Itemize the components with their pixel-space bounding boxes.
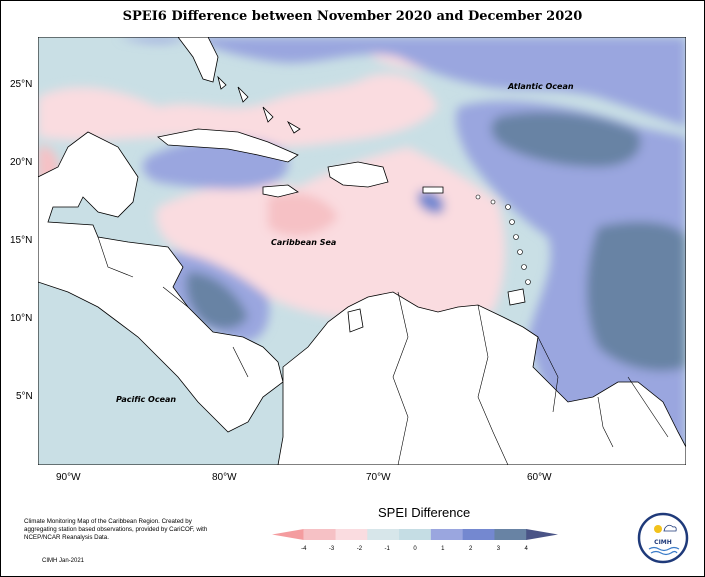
colorbar-tick-label: 2	[469, 546, 473, 552]
border-suriname-guiana	[597, 396, 614, 448]
colorbar-tick-label: -4	[301, 546, 307, 552]
lat-tick-15: 15°N	[10, 235, 33, 246]
maracaibo-land	[347, 308, 364, 333]
colorbar-tick-label: -2	[357, 546, 363, 552]
hispaniola-land	[327, 161, 389, 188]
colorbar-tick-label: 1	[441, 546, 445, 552]
colorbar-tick-label: 3	[497, 546, 501, 552]
lat-tick-10: 10°N	[10, 313, 33, 324]
lon-tick-70: 70°W	[366, 472, 391, 483]
island-f	[525, 279, 531, 285]
blue-area-gulf	[118, 37, 188, 43]
border-honduras	[162, 286, 189, 308]
colorbar-svg: -4 -3 -2 -1 0 1 2 3 4	[272, 529, 558, 552]
south-america-land	[277, 291, 686, 465]
colorbar-segment	[526, 529, 558, 540]
trinidad-land	[507, 288, 526, 306]
pink-area-north	[38, 73, 438, 147]
colorbar-segment	[272, 529, 304, 540]
blue-area-atlantic-north	[188, 37, 686, 127]
colorbar-segment	[430, 529, 464, 540]
dark-area-atlantic	[491, 112, 641, 167]
colorbar-legend: -4 -3 -2 -1 0 1 2 3 4	[260, 527, 570, 557]
dark-area-honduras	[186, 272, 248, 329]
bahamas-land	[217, 75, 301, 134]
colorbar-segment	[399, 529, 432, 540]
cimh-logo: CIMH	[637, 512, 689, 564]
logo-sun	[654, 525, 662, 533]
island-h	[475, 194, 481, 200]
pink-area-caribbean	[156, 147, 505, 323]
logo-wave-2	[650, 550, 678, 556]
lat-tick-5: 5°N	[16, 391, 33, 402]
border-guatemala	[97, 236, 134, 278]
lon-tick-90: 90°W	[56, 472, 81, 483]
atlantic-label: Atlantic Ocean	[507, 82, 574, 91]
colorbar-tick-label: -3	[329, 546, 335, 552]
map-svg: Atlantic Ocean Caribbean Sea Pacific Oce…	[37, 36, 687, 466]
map-panel: Atlantic Ocean Caribbean Sea Pacific Oce…	[37, 36, 687, 466]
footer-note: Climate Monitoring Map of the Caribbean …	[24, 518, 208, 541]
lat-tick-20: 20°N	[10, 157, 33, 168]
border-colombia-venezuela	[392, 291, 409, 465]
border-panama	[232, 346, 249, 378]
map-title: SPEI6 Difference between November 2020 a…	[122, 9, 583, 24]
blue-area-atlantic-east	[456, 100, 686, 465]
lon-tick-80: 80°W	[212, 472, 237, 483]
country-borders	[97, 236, 669, 465]
lon-tick-60: 60°W	[527, 472, 552, 483]
colorbar-tick-label: 0	[413, 546, 417, 552]
lesser-antilles	[475, 194, 531, 285]
colorbar-tick-label: -1	[385, 546, 391, 552]
colorbar-segment	[367, 529, 400, 540]
island-d	[517, 249, 523, 255]
lat-tick-25: 25°N	[10, 79, 33, 90]
cimh-logo-svg: CIMH	[637, 512, 689, 564]
jamaica-land	[262, 184, 299, 198]
border-guyana-suriname	[537, 336, 559, 413]
dark-area-east	[586, 221, 686, 371]
colorbar-segment	[462, 529, 495, 540]
florida-land	[177, 37, 219, 83]
colorbar-segment	[335, 529, 368, 540]
border-brazil	[627, 376, 669, 438]
colorbar-segment	[303, 529, 337, 540]
logo-text: CIMH	[654, 539, 672, 546]
island-g	[490, 199, 496, 205]
island-a	[505, 204, 511, 210]
caribbean-label: Caribbean Sea	[271, 238, 336, 247]
puerto-rico-land	[422, 186, 444, 194]
footer-credit: CIMH Jan-2021	[42, 558, 85, 564]
island-e	[521, 264, 527, 270]
colorbar-tick-label: 4	[525, 546, 529, 552]
colorbar-segment	[494, 529, 527, 540]
logo-ring	[637, 512, 689, 564]
land	[38, 37, 686, 465]
pink-area-jamaica	[268, 193, 338, 236]
pacific-label: Pacific Ocean	[116, 395, 176, 404]
central-america-land	[38, 131, 284, 433]
island-b	[509, 219, 515, 225]
blue-area-puertorico	[418, 190, 444, 214]
logo-wave-1	[648, 546, 680, 552]
logo-cloud	[663, 524, 677, 532]
cuba-land	[157, 128, 299, 163]
border-venezuela-guyana	[477, 304, 509, 465]
island-c	[513, 234, 519, 240]
legend-title: SPEI Difference	[378, 505, 471, 520]
